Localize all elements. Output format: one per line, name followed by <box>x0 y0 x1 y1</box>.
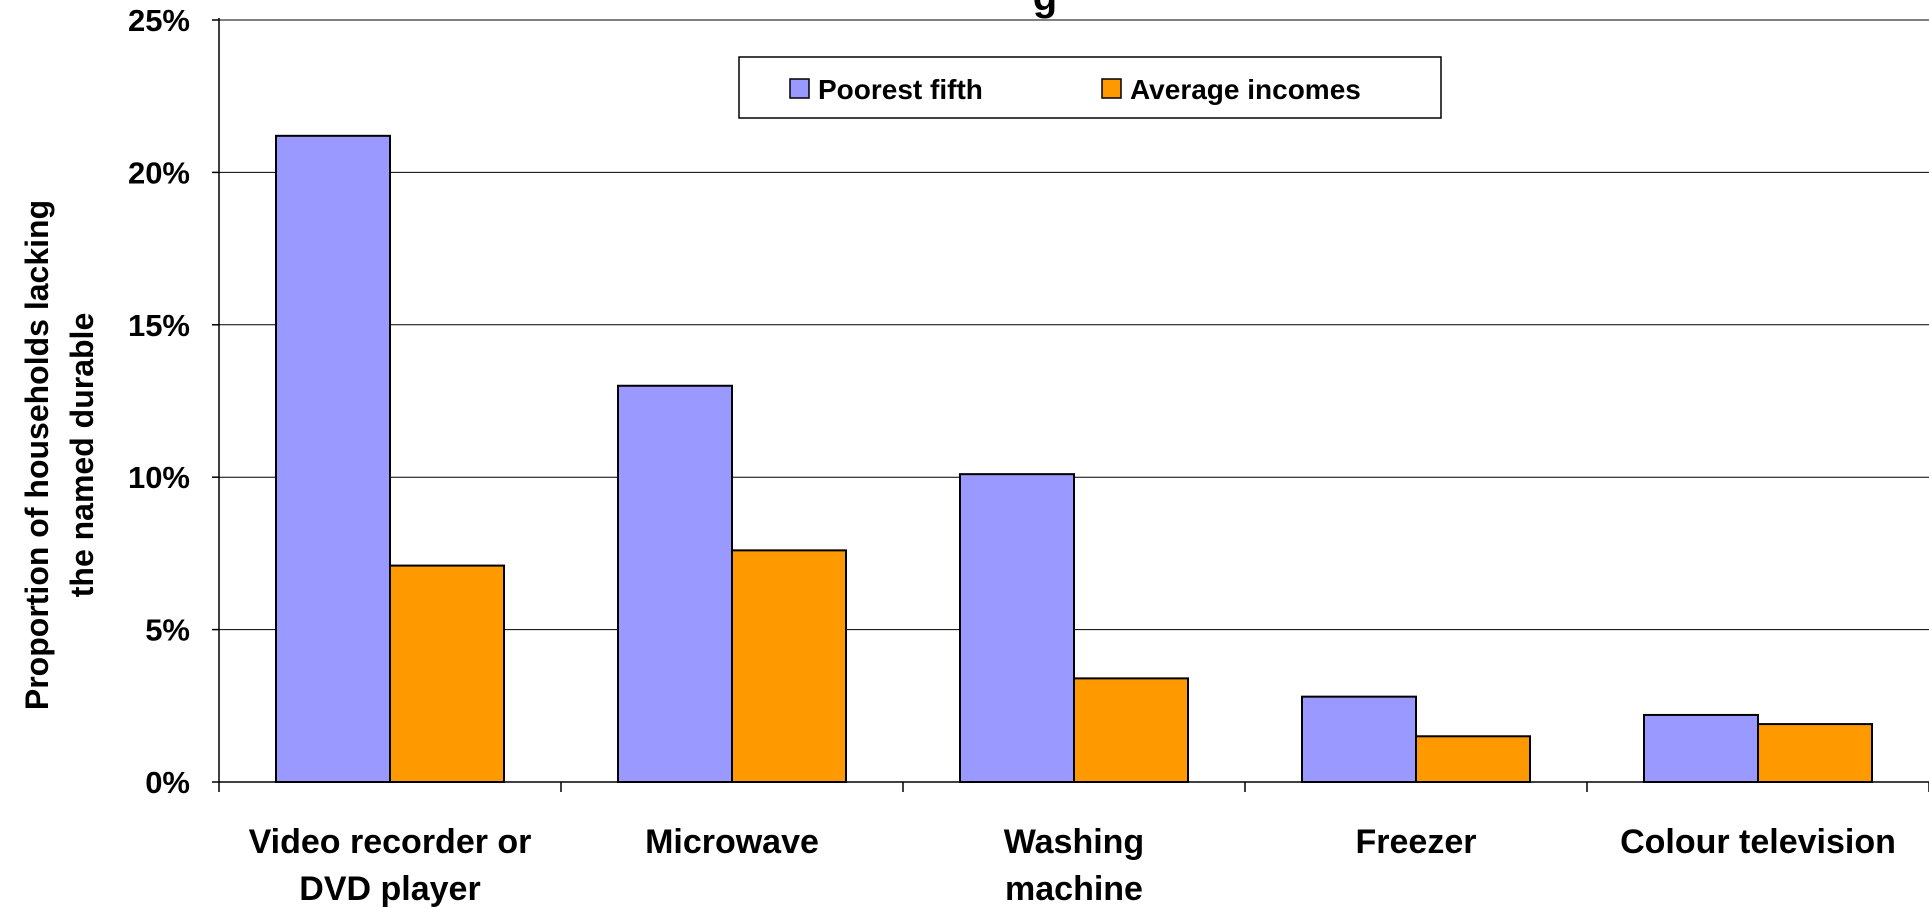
bar-poorest-fifth <box>617 384 733 783</box>
bar-poorest-fifth <box>1643 713 1759 783</box>
bar-average-incomes <box>1073 677 1189 783</box>
bar-poorest-fifth <box>959 473 1075 783</box>
x-tick-label: Microwave <box>645 823 819 861</box>
y-tick-label: 5% <box>145 613 190 648</box>
legend-label: Poorest fifth <box>818 74 983 105</box>
x-tick-label: Freezer <box>1356 823 1477 861</box>
bar-poorest-fifth <box>275 134 391 784</box>
bar-average-incomes <box>389 564 505 783</box>
y-axis-label-line: Proportion of households lacking <box>19 200 55 710</box>
legend-swatch <box>789 78 810 99</box>
x-tick-label: DVD player <box>299 870 480 908</box>
bar-poorest-fifth <box>1301 695 1417 784</box>
legend-swatch <box>1101 78 1122 99</box>
bar-average-incomes <box>1415 735 1531 784</box>
y-tick-label: 0% <box>145 765 190 800</box>
x-tick-label: Video recorder or <box>249 823 532 861</box>
x-tick-label: machine <box>1005 870 1143 908</box>
x-tick-label: Washing <box>1004 823 1144 861</box>
y-axis-label: Proportion of households lacking the name… <box>19 200 100 710</box>
y-tick-label: 20% <box>128 155 190 190</box>
y-axis-label-line: the named durable <box>64 313 100 598</box>
y-tick-label: 25% <box>128 3 190 38</box>
axes <box>212 18 1929 792</box>
gridlines <box>219 19 1929 631</box>
chart-title: g <box>1033 0 1057 19</box>
legend-box <box>738 56 1442 119</box>
y-tick-labels: 0% 5% 10% 15% 20% 25% <box>128 3 190 800</box>
x-tick-labels: Video recorder or DVD player Microwave Wash… <box>249 823 1896 908</box>
bar-average-incomes <box>1757 723 1873 784</box>
x-tick-label: Colour television <box>1620 823 1896 861</box>
legend-label: Average incomes <box>1130 74 1361 105</box>
legend: Poorest fifth Average incomes <box>738 56 1442 119</box>
y-tick-label: 10% <box>128 460 190 495</box>
y-tick-label: 15% <box>128 308 190 343</box>
bar-average-incomes <box>731 549 847 783</box>
chart-title-group: g <box>1033 0 1057 19</box>
bars <box>275 134 1873 784</box>
